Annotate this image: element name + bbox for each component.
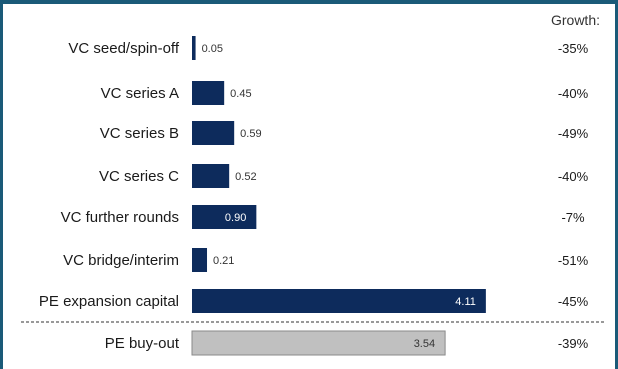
category-label: VC further rounds — [61, 209, 179, 226]
value-label: 4.11 — [455, 296, 476, 308]
category-label: VC series A — [101, 85, 179, 102]
category-label: VC series B — [100, 125, 179, 142]
growth-label: -40% — [558, 169, 589, 184]
value-label: 0.05 — [202, 43, 223, 55]
growth-label: -39% — [558, 336, 589, 351]
bar — [192, 81, 225, 105]
category-label: PE buy-out — [105, 335, 180, 352]
growth-header: Growth: — [551, 12, 600, 28]
growth-label: -7% — [561, 210, 585, 225]
bar-chart: Growth: VC seed/spin-off 0.05 -35% VC serie… — [21, 12, 606, 356]
value-label: 0.52 — [235, 171, 256, 183]
growth-label: -51% — [558, 253, 589, 268]
growth-label: -35% — [558, 41, 589, 56]
growth-label: -49% — [558, 126, 589, 141]
value-label: 0.21 — [213, 255, 234, 267]
value-label: 0.90 — [225, 212, 246, 224]
category-label: VC bridge/interim — [63, 252, 179, 269]
bar — [191, 330, 446, 356]
value-label: 0.59 — [240, 128, 261, 140]
bar — [192, 121, 235, 145]
bar — [192, 289, 486, 313]
chart-rows: VC seed/spin-off 0.05 -35% VC series A 0.45 -… — [39, 36, 589, 356]
growth-label: -45% — [558, 294, 589, 309]
value-label: 3.54 — [414, 338, 435, 350]
bar — [192, 248, 208, 272]
bar — [192, 36, 196, 60]
value-label: 0.45 — [230, 88, 251, 100]
bar — [192, 205, 257, 229]
category-label: PE expansion capital — [39, 293, 179, 310]
category-label: VC seed/spin-off — [68, 40, 179, 57]
bar — [192, 164, 230, 188]
growth-label: -40% — [558, 86, 589, 101]
category-label: VC series C — [99, 168, 179, 185]
